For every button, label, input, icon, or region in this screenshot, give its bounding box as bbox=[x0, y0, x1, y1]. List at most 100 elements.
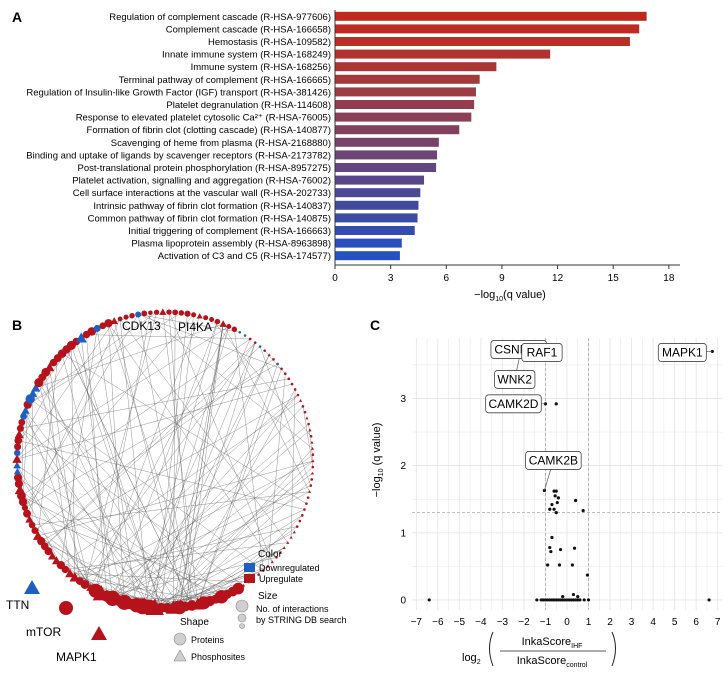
data-point bbox=[552, 508, 555, 511]
network-edge bbox=[24, 416, 149, 607]
x-tick-label: −1 bbox=[540, 617, 552, 628]
data-point bbox=[571, 563, 574, 566]
bar bbox=[335, 176, 424, 185]
bar bbox=[335, 100, 474, 109]
x-tick-label: 12 bbox=[552, 273, 564, 284]
data-point bbox=[707, 598, 710, 601]
network-node-protein bbox=[299, 520, 302, 523]
legend-size-medium bbox=[238, 614, 246, 622]
data-point bbox=[554, 494, 557, 497]
network-node-protein bbox=[184, 311, 190, 317]
category-label: Terminal pathway of complement (R-HSA-16… bbox=[119, 75, 331, 86]
data-point bbox=[558, 563, 561, 566]
gene-label-mapk1: MAPK1 bbox=[56, 650, 97, 664]
network-node-protein bbox=[17, 425, 24, 432]
data-point bbox=[573, 547, 576, 550]
network-node-protein bbox=[226, 324, 231, 329]
category-label: Response to elevated platelet cytosolic … bbox=[76, 113, 331, 124]
network-node-protein bbox=[284, 372, 287, 375]
bar bbox=[335, 50, 550, 59]
y-tick-label: 1 bbox=[400, 528, 406, 539]
network-node-protein bbox=[29, 522, 36, 529]
data-point bbox=[578, 598, 581, 601]
legend-swatch-upregulate bbox=[244, 574, 255, 583]
network-edge bbox=[268, 374, 285, 567]
category-label: Plasma lipoprotein assembly (R-HSA-89638… bbox=[131, 239, 331, 250]
bar bbox=[335, 75, 480, 84]
category-label: Scavenging of heme from plasma (R-HSA-21… bbox=[111, 138, 331, 149]
network-node-protein bbox=[303, 508, 306, 511]
network-node-protein bbox=[272, 358, 275, 361]
network-node-protein bbox=[244, 334, 247, 337]
network-edge bbox=[25, 314, 138, 507]
bar bbox=[335, 113, 471, 122]
network-node-protein bbox=[296, 525, 299, 528]
gene-label-mtor: mTOR bbox=[26, 625, 61, 639]
x-tick-label: −6 bbox=[432, 617, 444, 628]
category-label: Regulation of complement cascade (R-HSA-… bbox=[109, 12, 331, 23]
network-node-protein bbox=[307, 423, 310, 426]
bar-series bbox=[335, 12, 647, 260]
network-node-phosphosite bbox=[197, 313, 203, 318]
data-point bbox=[546, 563, 549, 566]
network-edge bbox=[180, 324, 224, 607]
x-tick-label: 4 bbox=[650, 617, 656, 628]
network-node-protein bbox=[305, 502, 308, 505]
x-tick-label: 5 bbox=[672, 617, 678, 628]
network-node-protein bbox=[141, 311, 147, 317]
network-node-protein bbox=[312, 466, 315, 469]
x-tick-label: −2 bbox=[518, 617, 530, 628]
data-point bbox=[586, 573, 589, 576]
legend-color-title: Color bbox=[258, 549, 283, 560]
legend-shape-circle bbox=[174, 633, 186, 645]
network-node-protein bbox=[310, 435, 313, 438]
node-ttn bbox=[24, 580, 40, 594]
x-tick-label: 1 bbox=[586, 617, 592, 628]
network-node-protein bbox=[14, 450, 20, 456]
category-labels: Regulation of complement cascade (R-HSA-… bbox=[26, 12, 331, 262]
category-label: Complement cascade (R-HSA-166658) bbox=[166, 24, 331, 35]
category-label: Immune system (R-HSA-168256) bbox=[191, 62, 331, 73]
data-point bbox=[549, 550, 552, 553]
category-label: Activation of C3 and C5 (R-HSA-174577) bbox=[158, 251, 331, 262]
network-edge bbox=[149, 343, 256, 607]
legend-size-desc-1: No. of interactions bbox=[256, 604, 329, 614]
bar bbox=[335, 201, 418, 210]
bar bbox=[335, 24, 639, 33]
network-node-phosphosite bbox=[159, 308, 166, 314]
gene-label-cdk13: CDK13 bbox=[122, 319, 161, 333]
right-paren bbox=[612, 632, 616, 666]
x-label-numerator: InkaScoreIHF bbox=[522, 636, 583, 650]
category-label: Initial triggering of complement (R-HSA-… bbox=[128, 226, 331, 237]
data-point bbox=[550, 536, 553, 539]
network-edge bbox=[265, 351, 286, 374]
x-tick-label: 0 bbox=[332, 273, 338, 284]
network-node-protein bbox=[287, 378, 290, 381]
x-axis-label: log2 InkaScoreIHF InkaScorecontrol bbox=[462, 632, 616, 669]
network-node-protein bbox=[249, 338, 252, 341]
x-tick-label: 15 bbox=[608, 273, 620, 284]
network-node-protein bbox=[263, 349, 266, 352]
network-node-protein bbox=[191, 312, 196, 317]
network-node-phosphosite bbox=[14, 468, 21, 475]
network-node-protein bbox=[302, 405, 305, 408]
legend-size-desc-2: by STRING DB search bbox=[256, 615, 347, 625]
data-point bbox=[576, 595, 579, 598]
data-point bbox=[548, 546, 551, 549]
data-point bbox=[561, 595, 564, 598]
y-tick-label: 3 bbox=[400, 394, 406, 405]
network-node-phosphosite bbox=[308, 429, 311, 432]
network-node-protein bbox=[20, 413, 27, 420]
legend-shape-triangle bbox=[174, 650, 186, 661]
data-point bbox=[587, 598, 590, 601]
network-node-protein bbox=[307, 496, 310, 499]
category-label: Platelet activation, signalling and aggr… bbox=[72, 176, 331, 187]
point-label: RAF1 bbox=[527, 345, 558, 359]
network-node-protein bbox=[154, 310, 159, 315]
node-mtor bbox=[59, 601, 73, 615]
node-mapk1 bbox=[91, 626, 107, 640]
network-node-protein bbox=[301, 514, 304, 517]
